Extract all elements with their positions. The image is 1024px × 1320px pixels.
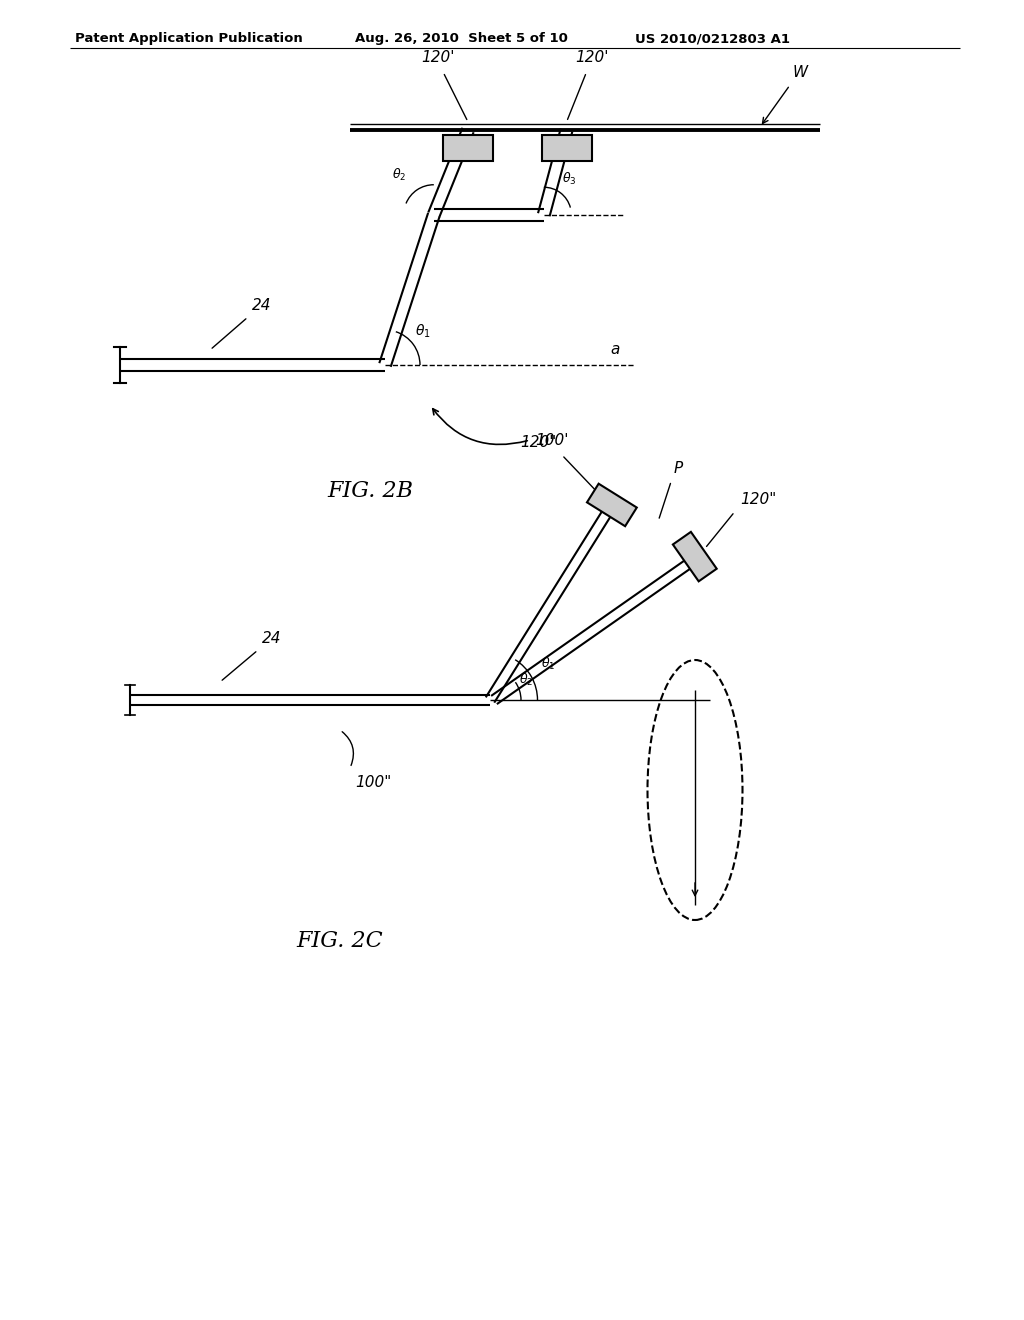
Text: 24: 24 bbox=[262, 631, 282, 645]
Text: $\theta_2$: $\theta_2$ bbox=[392, 166, 406, 182]
Text: 120': 120' bbox=[574, 50, 608, 65]
Text: Aug. 26, 2010  Sheet 5 of 10: Aug. 26, 2010 Sheet 5 of 10 bbox=[355, 32, 568, 45]
Text: 24: 24 bbox=[252, 298, 271, 313]
Text: 120": 120" bbox=[739, 491, 776, 507]
Text: FIG. 2B: FIG. 2B bbox=[327, 480, 413, 502]
Text: FIG. 2C: FIG. 2C bbox=[297, 931, 383, 952]
Text: $\theta_1$: $\theta_1$ bbox=[541, 656, 555, 672]
Text: $\theta_1$: $\theta_1$ bbox=[415, 322, 431, 341]
Bar bbox=[542, 135, 592, 161]
Text: $\theta_3$: $\theta_3$ bbox=[561, 170, 577, 186]
Text: 120": 120" bbox=[520, 436, 557, 450]
Text: 100": 100" bbox=[355, 775, 391, 789]
Text: US 2010/0212803 A1: US 2010/0212803 A1 bbox=[635, 32, 790, 45]
Text: P: P bbox=[674, 461, 683, 475]
Bar bbox=[587, 483, 637, 527]
Text: W: W bbox=[793, 65, 808, 81]
Text: Patent Application Publication: Patent Application Publication bbox=[75, 32, 303, 45]
Text: 100': 100' bbox=[535, 433, 568, 447]
Text: a: a bbox=[610, 342, 620, 356]
Bar bbox=[443, 135, 494, 161]
Text: 120': 120' bbox=[421, 50, 455, 65]
Text: $\theta_2$: $\theta_2$ bbox=[519, 672, 534, 688]
Bar bbox=[673, 532, 717, 581]
